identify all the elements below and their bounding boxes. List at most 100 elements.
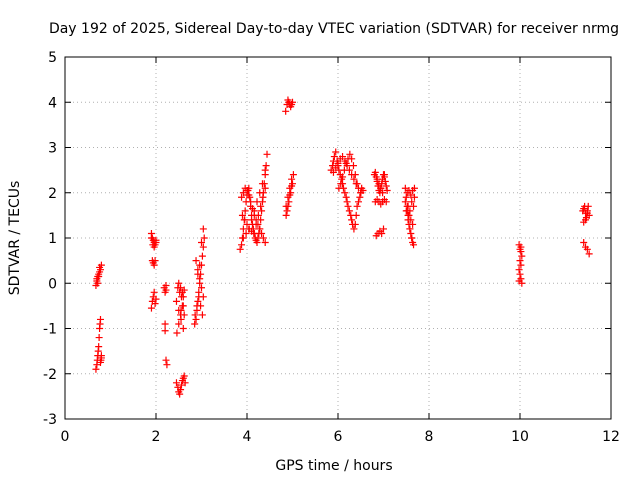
data-point: [404, 202, 412, 210]
data-point: [175, 279, 183, 287]
data-point: [197, 302, 205, 310]
data-point: [289, 98, 296, 106]
data-point: [177, 386, 185, 394]
x-tick-label: 8: [425, 429, 434, 445]
data-point: [192, 257, 200, 265]
data-point: [517, 261, 525, 269]
data-point: [351, 171, 359, 179]
data-point: [344, 202, 352, 210]
data-point: [343, 198, 351, 206]
y-axis-label: SDTVAR / TECUs: [7, 181, 23, 296]
data-point: [518, 252, 526, 260]
data-point: [254, 211, 262, 219]
data-point: [250, 207, 258, 215]
data-point: [252, 220, 260, 228]
data-point: [373, 175, 381, 183]
data-point: [195, 293, 203, 301]
data-point: [198, 252, 206, 260]
data-point: [161, 327, 169, 335]
data-point: [383, 186, 391, 194]
data-point: [284, 202, 292, 210]
data-point: [238, 241, 246, 249]
data-point: [261, 184, 269, 192]
data-point: [258, 180, 266, 188]
data-point: [407, 216, 415, 224]
y-tick-label: -2: [43, 367, 57, 383]
data-point: [350, 225, 358, 233]
data-point: [242, 229, 250, 237]
x-tick-label: 10: [511, 429, 529, 445]
data-point: [191, 311, 199, 319]
data-point: [178, 302, 186, 310]
data-point: [340, 166, 348, 174]
data-point: [161, 288, 169, 296]
x-tick-label: 6: [334, 429, 343, 445]
data-point: [150, 261, 158, 269]
data-point: [176, 390, 184, 398]
plot-frame: [64, 56, 612, 420]
data-point: [515, 241, 523, 249]
data-point: [245, 191, 253, 199]
data-point: [194, 297, 202, 305]
data-point: [241, 207, 249, 215]
data-point: [408, 234, 416, 242]
data-point: [241, 216, 249, 224]
x-tick-label: 4: [243, 429, 252, 445]
data-point: [96, 358, 104, 366]
data-point: [332, 164, 340, 172]
data-point: [150, 288, 158, 296]
data-point: [250, 229, 258, 237]
data-point: [162, 356, 170, 364]
data-point: [341, 189, 349, 197]
data-point: [94, 279, 102, 287]
grid-lines: [65, 57, 611, 419]
data-point: [179, 325, 187, 332]
data-point: [329, 168, 337, 176]
data-point: [172, 379, 180, 387]
data-point: [516, 257, 524, 265]
data-point: [288, 182, 296, 190]
data-point: [180, 286, 188, 294]
data-point: [282, 107, 290, 115]
data-point: [334, 159, 342, 167]
data-point: [582, 216, 590, 224]
data-point: [348, 216, 356, 224]
data-point: [177, 306, 185, 314]
data-point: [382, 182, 390, 190]
data-point: [351, 220, 359, 228]
data-point: [342, 159, 350, 167]
data-point: [378, 229, 386, 237]
x-tick-label: 0: [61, 429, 70, 445]
data-point: [262, 162, 270, 170]
data-point: [580, 239, 588, 247]
data-point: [401, 184, 409, 192]
data-point: [248, 216, 256, 224]
data-point: [349, 162, 357, 170]
data-point: [259, 234, 267, 242]
data-point: [288, 175, 296, 183]
data-point: [337, 180, 345, 188]
data-point: [379, 189, 387, 197]
data-point: [177, 284, 185, 292]
data-point: [257, 202, 265, 210]
data-point: [179, 293, 187, 301]
data-point: [96, 263, 104, 271]
data-point: [253, 198, 261, 206]
data-points: [92, 96, 593, 398]
data-point: [583, 209, 591, 217]
data-point: [96, 315, 104, 323]
data-point: [405, 211, 413, 219]
data-point: [375, 180, 383, 188]
data-point: [282, 211, 290, 219]
y-tick-label: 4: [48, 95, 57, 111]
data-point: [258, 229, 266, 237]
data-point: [239, 189, 247, 197]
data-point: [380, 225, 387, 233]
data-point: [410, 241, 418, 249]
data-point: [410, 184, 418, 192]
data-point: [406, 207, 414, 215]
data-point: [180, 372, 188, 380]
data-point: [175, 320, 183, 328]
data-point: [409, 220, 417, 228]
